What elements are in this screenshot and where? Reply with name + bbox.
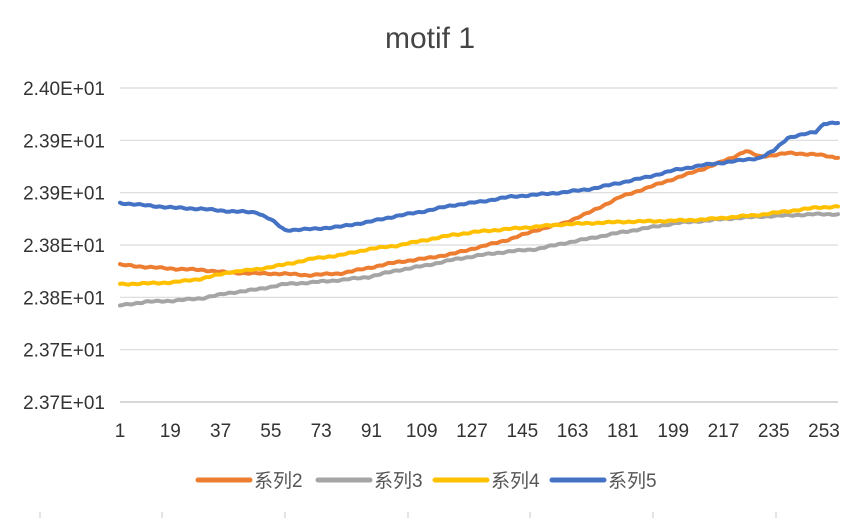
chart-title: motif 1 — [385, 22, 475, 55]
x-axis-labels: 1 19 37 55 73 91 109 127 145 163 181 199 217 235 253 — [115, 421, 840, 442]
y-tick-label: 2.37E+01 — [23, 341, 105, 362]
x-tick-label: 19 — [160, 421, 181, 442]
bottom-border-ticks — [39, 512, 777, 518]
x-tick-label: 163 — [557, 421, 589, 442]
x-tick-label: 127 — [456, 421, 488, 442]
legend-label: 系列4 — [491, 470, 540, 492]
x-tick-label: 253 — [808, 421, 840, 442]
x-tick-label: 73 — [311, 421, 332, 442]
legend-label: 系列5 — [608, 470, 657, 492]
x-tick-label: 145 — [506, 421, 538, 442]
x-tick-label: 1 — [115, 421, 126, 442]
x-tick-label: 91 — [361, 421, 382, 442]
y-tick-label: 2.40E+01 — [23, 79, 105, 100]
y-tick-label: 2.37E+01 — [23, 393, 105, 414]
y-tick-label: 2.38E+01 — [23, 288, 105, 309]
x-tick-label: 235 — [758, 421, 790, 442]
legend: 系列2 系列3 系列4 系列5 — [195, 470, 657, 492]
legend-label: 系列2 — [254, 470, 303, 492]
legend-label: 系列3 — [374, 470, 423, 492]
y-tick-label: 2.39E+01 — [23, 131, 105, 152]
x-tick-label: 37 — [210, 421, 231, 442]
series-line — [118, 120, 840, 233]
x-tick-label: 217 — [708, 421, 740, 442]
y-tick-label: 2.38E+01 — [23, 236, 105, 257]
gridlines — [120, 87, 838, 403]
y-tick-label: 2.39E+01 — [23, 184, 105, 205]
series-line — [118, 204, 840, 287]
x-tick-label: 55 — [260, 421, 281, 442]
y-axis-labels: 2.40E+01 2.39E+01 2.39E+01 2.38E+01 2.38E+01… — [23, 79, 105, 414]
x-tick-label: 199 — [657, 421, 689, 442]
series-line — [118, 211, 840, 308]
x-tick-label: 109 — [406, 421, 438, 442]
series-lines — [118, 120, 840, 308]
x-tick-label: 181 — [607, 421, 639, 442]
